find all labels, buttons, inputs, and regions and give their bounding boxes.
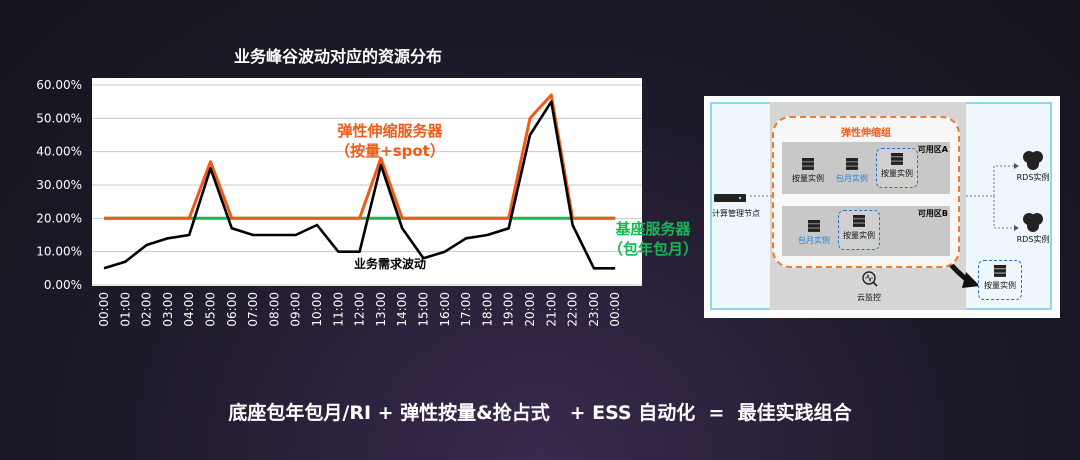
zone-a-label: 可用区A — [917, 145, 948, 154]
series-line-0 — [103, 100, 616, 270]
server-icon — [846, 158, 858, 170]
y-tick-label: 40.00% — [36, 145, 82, 159]
best-practice-formula: 底座包年包月/RI + 弹性按量&抢占式 + ESS 自动化 = 最佳实践组合 — [228, 402, 852, 424]
y-tick-label: 20.00% — [36, 211, 82, 225]
zone-b-instance-2: 按量实例 — [838, 210, 880, 250]
demand-fluctuation-label: 业务需求波动 — [354, 256, 426, 271]
x-tick-label: 11:00 — [331, 292, 345, 327]
scale-out-arrowhead-icon — [962, 272, 980, 288]
base-server-label: 基座服务器 — [614, 220, 691, 238]
x-tick-label: 03:00 — [161, 292, 175, 327]
base-server-sublabel: （包年包月） — [608, 240, 698, 258]
x-tick-label: 12:00 — [353, 292, 367, 327]
zone-b-label: 可用区B — [917, 209, 948, 218]
asg-title: 弹性伸缩组 — [841, 128, 891, 139]
rds-icon-2 — [1023, 213, 1043, 232]
zone-a: 可用区A 按量实例 包月实例 按量实例 — [782, 142, 950, 194]
x-axis-ticks: 00:00 01:00 02:00 03:00 04:00 05:00 06:00 07:00… — [97, 292, 622, 327]
instance-label: 按量实例 — [881, 169, 913, 178]
resource-distribution-chart: 0.00% 10.00% 20.00% 30.00% 40.00% 50.00% 60.00… — [36, 47, 698, 327]
connector-rds2 — [993, 196, 1014, 229]
x-tick-label: 07:00 — [246, 292, 260, 327]
y-tick-label: 50.00% — [36, 111, 82, 125]
server-icon — [802, 158, 814, 170]
x-tick-label: 23:00 — [587, 292, 601, 327]
rds-icon-1 — [1023, 151, 1043, 170]
zone-b: 可用区B 包月实例 按量实例 — [782, 206, 950, 256]
rds-label-2: RDS实例 — [1016, 235, 1050, 244]
x-tick-label: 01:00 — [118, 292, 132, 327]
series-line-1 — [104, 93, 616, 220]
server-icon — [808, 220, 820, 232]
x-tick-label: 00:00 — [608, 292, 622, 327]
compute-node-label: 计算管理节点 — [712, 209, 760, 218]
y-tick-label: 60.00% — [36, 78, 82, 92]
zone-a-instance-1: 按量实例 — [788, 154, 828, 184]
instance-label: 按量实例 — [792, 174, 824, 183]
zone-b-instance-1: 包月实例 — [794, 216, 834, 246]
x-tick-label: 15:00 — [417, 292, 431, 327]
auto-scaling-group: 弹性伸缩组 可用区A 按量实例 包月实例 按量实例 可用区B — [772, 116, 960, 268]
server-icon — [891, 153, 903, 165]
x-tick-label: 13:00 — [374, 292, 388, 327]
x-tick-label: 09:00 — [289, 292, 303, 327]
x-tick-label: 19:00 — [502, 292, 516, 327]
compute-node-icon — [714, 194, 746, 202]
x-tick-label: 00:00 — [97, 292, 111, 327]
y-axis-ticks: 0.00% 10.00% 20.00% 30.00% 40.00% 50.00% 60.00… — [36, 78, 82, 292]
x-tick-label: 10:00 — [310, 292, 324, 327]
rds-label-1: RDS实例 — [1016, 173, 1050, 182]
x-tick-label: 22:00 — [566, 292, 580, 327]
x-tick-label: 04:00 — [182, 292, 196, 327]
instance-label: 包月实例 — [798, 236, 830, 245]
plot-area — [92, 78, 642, 286]
cloud-monitor-icon — [862, 271, 878, 287]
instance-label: 按量实例 — [843, 231, 875, 240]
zone-a-instance-3: 按量实例 — [876, 148, 918, 188]
server-icon — [994, 265, 1006, 277]
cloud-monitor-label: 云监控 — [857, 293, 881, 302]
instance-label: 按量实例 — [984, 281, 1016, 290]
series-lines — [103, 93, 616, 270]
x-tick-label: 18:00 — [480, 292, 494, 327]
elastic-server-label: 弹性伸缩服务器 — [337, 122, 443, 140]
x-tick-label: 21:00 — [544, 292, 558, 327]
x-tick-label: 17:00 — [459, 292, 473, 327]
x-tick-label: 06:00 — [225, 292, 239, 327]
zone-a-instance-2: 包月实例 — [832, 154, 872, 184]
x-tick-label: 05:00 — [204, 292, 218, 327]
scaled-out-instance: 按量实例 — [978, 260, 1022, 300]
x-tick-label: 02:00 — [140, 292, 154, 327]
server-icon — [853, 215, 865, 227]
x-tick-label: 14:00 — [395, 292, 409, 327]
architecture-diagram: 弹性伸缩组 可用区A 按量实例 包月实例 按量实例 可用区B — [704, 96, 1060, 318]
chart-title: 业务峰谷波动对应的资源分布 — [234, 47, 442, 66]
connector-rds1 — [993, 165, 1014, 196]
x-tick-label: 20:00 — [523, 292, 537, 327]
arrow-rds2-icon — [1014, 225, 1019, 231]
elastic-server-sublabel: （按量+spot） — [335, 142, 445, 160]
y-tick-label: 30.00% — [36, 178, 82, 192]
instance-label: 包月实例 — [836, 174, 868, 183]
x-tick-label: 08:00 — [267, 292, 281, 327]
y-tick-label: 10.00% — [36, 245, 82, 259]
y-tick-label: 0.00% — [44, 278, 82, 292]
arrow-rds1-icon — [1014, 163, 1019, 169]
x-tick-label: 16:00 — [438, 292, 452, 327]
